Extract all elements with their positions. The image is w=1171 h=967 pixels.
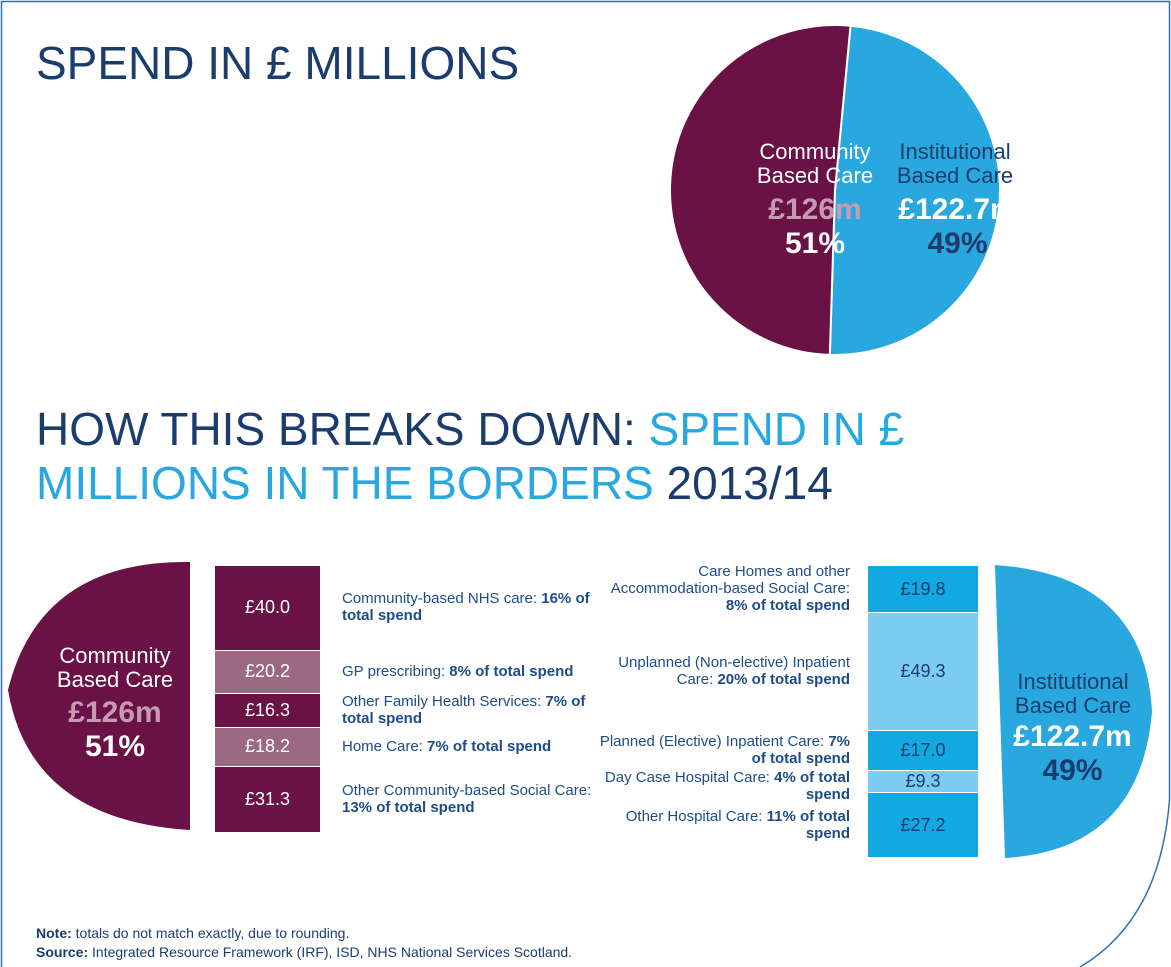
bar-category: Unplanned (Non-elective) Inpatient Care: (618, 653, 850, 688)
bar-category: Community-based NHS care: (342, 590, 538, 608)
note-label: Note: (36, 925, 72, 941)
title-part: 2013/14 (653, 457, 833, 509)
bar-category: Planned (Elective) Inpatient Care: (599, 732, 825, 750)
bar-segment: £17.0 (868, 729, 978, 771)
breakdown-title: HOW THIS BREAKS DOWN: SPEND IN £ MILLION… (36, 402, 956, 510)
bar-segment: £20.2 (215, 649, 320, 693)
bar-value: £27.2 (900, 814, 946, 835)
bar-category: Care Homes and other Accommodation-based… (610, 563, 850, 598)
pie (669, 24, 1002, 356)
bar-value: £20.2 (244, 661, 291, 682)
bar-share: 4% of total spend (774, 768, 850, 803)
half-pie-value: £122.7m (1013, 720, 1132, 753)
bar-label: Planned (Elective) Inpatient Care: 7% of… (590, 733, 850, 767)
bar-label: Unplanned (Non-elective) Inpatient Care:… (590, 654, 850, 688)
half-pie (995, 565, 1152, 858)
bar-share: 16% of total spend (342, 590, 590, 625)
bar-value: £17.0 (900, 739, 946, 760)
bar-value: £19.8 (900, 578, 946, 599)
half-pie-label: Institutional Based Care (1014, 669, 1132, 718)
bar-category: Day Case Hospital Care: (604, 768, 770, 786)
title-part: HOW THIS BREAKS DOWN: (36, 403, 649, 455)
bar-share: 8% of total spend (449, 662, 574, 680)
bar-category: Home Care: (342, 737, 423, 755)
bar-segment: £49.3 (868, 612, 978, 730)
bar-value: £40.0 (244, 597, 291, 618)
bar-value: £49.3 (900, 660, 946, 681)
source-label: Source: (36, 944, 89, 960)
bar-segment: £18.2 (215, 727, 320, 766)
bar-share: 7% of total spend (751, 732, 850, 767)
bar-share: 8% of total spend (725, 597, 850, 615)
source-text: Integrated Resource Framework (IRF), ISD… (88, 944, 573, 960)
note: Note: totals do not match exactly, due t… (36, 925, 349, 941)
pie-label: Community Based Care (756, 139, 874, 188)
bar-segment: £9.3 (868, 770, 978, 793)
bar-category: Other Family Health Services: (342, 692, 542, 710)
bar-label: Community-based NHS care: 16% of total s… (342, 590, 602, 624)
bar-segment: £27.2 (868, 792, 978, 857)
bar-segment: £19.8 (868, 565, 978, 613)
title-part: SPEND IN £ MILLIONS IN THE BORDERS (36, 403, 905, 509)
bar-share: 20% of total spend (717, 670, 850, 688)
bar-label: Other Hospital Care: 11% of total spend (590, 808, 850, 842)
bar-segment: £31.3 (215, 765, 320, 832)
bar-share: 13% of total spend (342, 798, 475, 816)
half-pie-value: £126m (68, 696, 162, 729)
pie-percent: 49% (927, 227, 988, 260)
half-pie (8, 561, 190, 830)
bar-value: £16.3 (244, 699, 291, 720)
bar-label: GP prescribing: 8% of total spend (342, 663, 602, 680)
bar-category: Other Community-based Social Care: (342, 781, 592, 799)
bar-category: GP prescribing: (342, 662, 446, 680)
bar-segment: £40.0 (215, 565, 320, 650)
bar-value: £18.2 (244, 736, 291, 757)
bar-label: Care Homes and other Accommodation-based… (590, 563, 850, 614)
bar-share: 11% of total spend (766, 807, 850, 842)
bar-share: 7% of total spend (342, 692, 586, 727)
bar-segment: £16.3 (215, 692, 320, 728)
pie-percent: 51% (784, 227, 846, 260)
bar-label: Day Case Hospital Care: 4% of total spen… (590, 769, 850, 803)
bar-category: Other Hospital Care: (625, 807, 763, 825)
bar-share: 7% of total spend (427, 737, 552, 755)
half-pie-percent: 49% (1042, 754, 1103, 787)
half-pie-percent: 51% (84, 730, 146, 763)
half-pie-label: Community Based Care (56, 643, 174, 692)
pie-value: £122.7m (898, 193, 1017, 226)
pie-slice (828, 24, 1002, 356)
pie-label: Institutional Based Care (896, 139, 1014, 188)
pie-value: £126m (768, 193, 862, 226)
source: Source: Integrated Resource Framework (I… (36, 944, 572, 960)
pie-slice (669, 24, 852, 356)
bar-label: Home Care: 7% of total spend (342, 738, 602, 755)
note-text: totals do not match exactly, due to roun… (71, 925, 350, 941)
bar-label: Other Community-based Social Care: 13% o… (342, 782, 602, 816)
bar-value: £31.3 (244, 788, 291, 809)
title: SPEND IN £ MILLIONS (36, 37, 520, 89)
bar-value: £9.3 (905, 771, 941, 792)
bar-label: Other Family Health Services: 7% of tota… (342, 693, 602, 727)
